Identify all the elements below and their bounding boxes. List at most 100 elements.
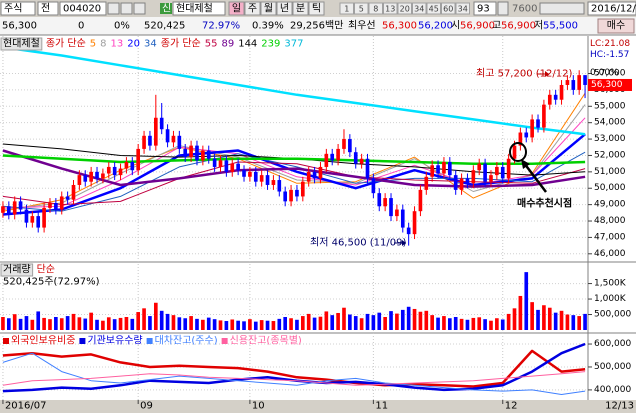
volume-bar — [377, 312, 382, 330]
volume-bar — [506, 313, 511, 330]
candle-body — [59, 196, 64, 210]
volume-bar — [95, 319, 99, 330]
change-pct: 0% — [114, 21, 130, 32]
signal-arrow-head — [521, 159, 530, 169]
period-button[interactable] — [308, 1, 325, 16]
count-input[interactable] — [473, 1, 497, 16]
next-button[interactable] — [133, 2, 146, 15]
code-input[interactable] — [59, 1, 107, 16]
volume-bar — [218, 320, 223, 330]
volume: 520,425 — [144, 21, 185, 32]
signal-arrow — [523, 162, 547, 193]
high-annotation: 최고 57,200 (12/12) — [476, 68, 572, 80]
volume-bar — [206, 317, 211, 330]
volume-bar — [365, 313, 370, 330]
volume-bar — [106, 317, 111, 330]
interval-button[interactable] — [368, 2, 383, 15]
x-axis-bg — [0, 400, 636, 413]
prev-button[interactable] — [120, 2, 133, 15]
mode-select[interactable] — [37, 1, 59, 16]
legend-label: 13 — [111, 39, 124, 50]
volume-bar — [565, 314, 570, 330]
interval-button[interactable] — [354, 2, 369, 15]
volume-bar — [136, 312, 141, 330]
candle-body — [42, 207, 46, 228]
x-tick-label: 09 — [140, 401, 153, 412]
legend-label: 89 — [221, 39, 234, 50]
search-button[interactable] — [107, 2, 120, 15]
interval-button[interactable] — [441, 2, 456, 15]
price: 56,300 — [2, 21, 37, 32]
candle-body — [136, 148, 141, 171]
period-button[interactable] — [292, 1, 309, 16]
candle-body — [500, 166, 505, 179]
date-input[interactable] — [587, 1, 636, 16]
interval-label: 8 — [373, 5, 378, 14]
volume-bar — [48, 319, 52, 330]
volume-bar — [112, 319, 117, 330]
period-button[interactable] — [244, 1, 261, 16]
volume-bar — [148, 316, 152, 330]
candle-body — [453, 175, 458, 190]
volume-bar — [1, 317, 5, 330]
interval-button[interactable] — [455, 2, 470, 15]
candle-body — [271, 180, 276, 185]
interval-button[interactable] — [383, 2, 398, 15]
candle-body — [6, 206, 11, 215]
volume-bar — [465, 319, 470, 330]
interval-button[interactable] — [397, 2, 412, 15]
legend-label: 34 — [144, 39, 157, 50]
candle-body — [524, 132, 529, 138]
y-tick-label: 54,000 — [594, 118, 626, 128]
period-label: 년 — [280, 3, 289, 15]
last-change: 0.00% — [590, 68, 619, 78]
chart-title: 현대제철 — [3, 38, 40, 50]
candle-body — [189, 145, 193, 158]
period-button[interactable] — [260, 1, 277, 16]
count-spin[interactable] — [497, 1, 509, 16]
volume-bar — [289, 318, 293, 330]
series-line — [2, 349, 586, 388]
volume-bar — [171, 315, 176, 330]
market-select[interactable] — [0, 1, 36, 16]
candle-body — [471, 170, 476, 184]
candle-body — [312, 171, 317, 179]
volume-bar — [412, 308, 417, 330]
volume-bar — [577, 316, 582, 330]
volume-bar — [359, 318, 364, 330]
y-tick-label: 57,000 — [594, 69, 626, 79]
tool-buttons[interactable] — [539, 2, 585, 15]
bid: 56,200 — [418, 21, 453, 32]
candle-body — [389, 198, 393, 217]
buy-button[interactable] — [597, 18, 635, 34]
volume-bar — [42, 317, 46, 330]
legend-label: 377 — [284, 39, 303, 50]
volume-bar — [201, 319, 205, 330]
candle-body — [536, 119, 540, 128]
volume-bar — [54, 317, 58, 330]
volume-bar — [12, 314, 17, 330]
candle-body — [65, 196, 70, 200]
interval-button[interactable] — [412, 2, 427, 15]
candle-body — [30, 216, 35, 223]
stock-name: 현대제철 — [176, 3, 213, 15]
candle-body — [465, 178, 470, 184]
volume-bar — [242, 321, 246, 330]
candle-body — [124, 162, 129, 169]
volume-bar — [189, 316, 193, 330]
volume-bar — [295, 319, 299, 330]
x-tick-label: 12 — [505, 401, 518, 412]
interval-button[interactable] — [426, 2, 441, 15]
volume-bar — [336, 312, 340, 330]
volume-bar — [318, 316, 323, 330]
period-button[interactable] — [276, 1, 293, 16]
period-button[interactable] — [228, 1, 245, 16]
interval-label: 1 — [344, 5, 349, 14]
volume-bar — [18, 318, 23, 330]
candle-body — [518, 132, 523, 146]
interval-button[interactable] — [339, 2, 354, 15]
candle-body — [495, 166, 499, 176]
volume-bar — [153, 302, 158, 330]
candle-body — [348, 139, 352, 153]
